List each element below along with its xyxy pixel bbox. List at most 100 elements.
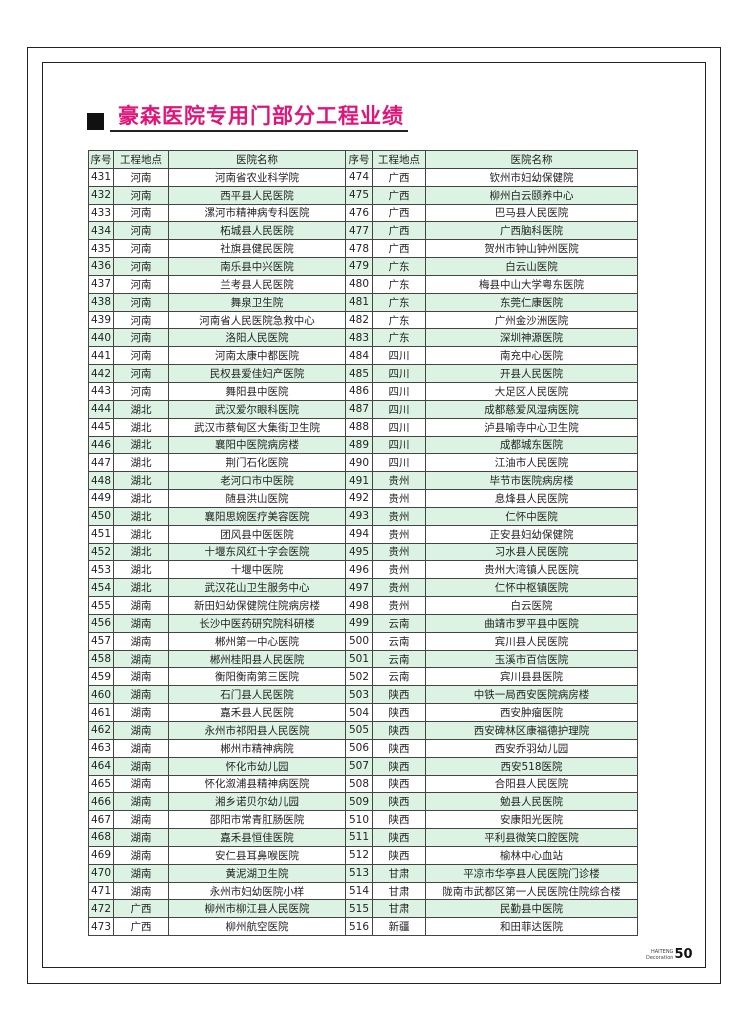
- row-no-left: 447: [88, 453, 114, 473]
- row-hospital-left: 新田妇幼保健院住院病房楼: [168, 596, 346, 615]
- row-hospital-right: 和田菲达医院: [425, 917, 638, 937]
- table-row: 457 湖南 郴州第一中心医院 500 云南 宾川县人民医院: [88, 631, 638, 651]
- row-no-right: 492: [345, 489, 373, 508]
- row-location-left: 湖南: [113, 774, 169, 794]
- row-no-right: 493: [345, 506, 373, 526]
- row-no-left: 458: [88, 649, 114, 669]
- row-location-left: 河南: [113, 221, 169, 241]
- heading-square-bullet-icon: [87, 113, 104, 130]
- row-location-right: 云南: [372, 667, 426, 687]
- row-location-left: 河南: [113, 381, 169, 401]
- row-no-right: 479: [345, 257, 373, 276]
- row-no-left: 436: [88, 257, 114, 276]
- table-row: 468 湖南 嘉禾县恒佳医院 511 陕西 平利县微笑口腔医院: [88, 828, 638, 847]
- row-no-right: 505: [345, 721, 373, 740]
- row-location-left: 湖北: [113, 435, 169, 455]
- row-location-right: 四川: [372, 417, 426, 437]
- table-row: 450 湖北 襄阳思婉医疗美容医院 493 贵州 仁怀中医院: [88, 506, 638, 526]
- row-location-right: 贵州: [372, 489, 426, 508]
- row-hospital-left: 柳州航空医院: [168, 917, 346, 937]
- row-hospital-left: 舞泉卫生院: [168, 292, 346, 312]
- table-row: 464 湖南 怀化市幼儿园 507 陕西 西安518医院: [88, 756, 638, 776]
- table-row: 431 河南 河南省农业科学院 474 广西 钦州市妇幼保健院: [88, 167, 638, 187]
- row-hospital-left: 邵阳市常青肛肠医院: [168, 810, 346, 830]
- row-location-left: 河南: [113, 239, 169, 259]
- row-hospital-left: 老河口市中医院: [168, 471, 346, 491]
- row-hospital-left: 河南太康中都医院: [168, 346, 346, 366]
- row-no-left: 460: [88, 685, 114, 705]
- row-location-right: 四川: [372, 381, 426, 401]
- row-no-left: 470: [88, 863, 114, 883]
- row-location-left: 湖北: [113, 471, 169, 491]
- row-location-left: 湖南: [113, 613, 169, 633]
- row-no-left: 471: [88, 881, 114, 901]
- row-location-left: 河南: [113, 167, 169, 187]
- table-row: 459 湖南 衡阳衡南第三医院 502 云南 宾川县县医院: [88, 667, 638, 687]
- row-hospital-right: 成都慈爱风湿病医院: [425, 399, 638, 419]
- row-no-left: 454: [88, 578, 114, 598]
- row-hospital-left: 兰考县人民医院: [168, 274, 346, 294]
- row-no-left: 463: [88, 738, 114, 758]
- row-location-left: 河南: [113, 346, 169, 366]
- page-inner-border: [42, 62, 706, 968]
- row-location-left: 湖南: [113, 756, 169, 776]
- row-no-right: 489: [345, 435, 373, 455]
- row-hospital-left: 石门县人民医院: [168, 685, 346, 705]
- table-header-row: 序号 工程地点 医院名称 序号 工程地点 医院名称: [88, 150, 638, 169]
- row-location-right: 广西: [372, 203, 426, 223]
- row-no-right: 477: [345, 221, 373, 241]
- row-hospital-left: 安仁县耳鼻喉医院: [168, 845, 346, 865]
- row-no-left: 444: [88, 399, 114, 419]
- row-no-right: 512: [345, 845, 373, 865]
- row-hospital-left: 永州市祁阳县人民医院: [168, 721, 346, 740]
- row-location-right: 广东: [372, 310, 426, 330]
- row-location-right: 贵州: [372, 542, 426, 562]
- table-row: 469 湖南 安仁县耳鼻喉医院 512 陕西 榆林中心血站: [88, 845, 638, 865]
- row-no-left: 443: [88, 381, 114, 401]
- row-no-left: 461: [88, 703, 114, 722]
- row-hospital-right: 江油市人民医院: [425, 453, 638, 473]
- table-row: 452 湖北 十堰东风红十字会医院 495 贵州 习水县人民医院: [88, 542, 638, 562]
- row-location-right: 广东: [372, 274, 426, 294]
- row-no-left: 431: [88, 167, 114, 187]
- row-no-left: 441: [88, 346, 114, 366]
- row-no-right: 486: [345, 381, 373, 401]
- table-row: 460 湖南 石门县人民医院 503 陕西 中铁一局西安医院病房楼: [88, 685, 638, 705]
- row-location-left: 湖北: [113, 524, 169, 544]
- row-location-right: 贵州: [372, 471, 426, 491]
- row-location-right: 四川: [372, 346, 426, 366]
- row-no-right: 500: [345, 631, 373, 651]
- row-hospital-right: 柳州白云颐养中心: [425, 185, 638, 205]
- table-row: 473 广西 柳州航空医院 516 新疆 和田菲达医院: [88, 917, 638, 937]
- row-hospital-left: 团风县中医医院: [168, 524, 346, 544]
- row-no-left: 456: [88, 613, 114, 633]
- row-no-left: 434: [88, 221, 114, 241]
- row-hospital-left: 河南省农业科学院: [168, 167, 346, 187]
- row-hospital-right: 西安518医院: [425, 756, 638, 776]
- row-location-left: 湖南: [113, 845, 169, 865]
- row-no-left: 442: [88, 364, 114, 383]
- row-hospital-right: 西安碑林区康福德护理院: [425, 721, 638, 740]
- page-number: 50: [674, 947, 693, 962]
- table-row: 449 湖北 随县洪山医院 492 贵州 息烽县人民医院: [88, 489, 638, 508]
- row-location-right: 甘肃: [372, 899, 426, 919]
- row-hospital-left: 西平县人民医院: [168, 185, 346, 205]
- row-hospital-left: 柳州市柳江县人民医院: [168, 899, 346, 919]
- table-row: 451 湖北 团风县中医医院 494 贵州 正安县妇幼保健院: [88, 524, 638, 544]
- row-hospital-right: 玉溪市百信医院: [425, 649, 638, 669]
- row-hospital-right: 习水县人民医院: [425, 542, 638, 562]
- row-location-left: 河南: [113, 292, 169, 312]
- table-row: 440 河南 洛阳人民医院 483 广东 深圳神源医院: [88, 328, 638, 348]
- row-no-left: 455: [88, 596, 114, 615]
- row-hospital-left: 武汉爱尔眼科医院: [168, 399, 346, 419]
- table-row: 438 河南 舞泉卫生院 481 广东 东莞仁康医院: [88, 292, 638, 312]
- row-hospital-left: 漯河市精神病专科医院: [168, 203, 346, 223]
- table-row: 448 湖北 老河口市中医院 491 贵州 毕节市医院病房楼: [88, 471, 638, 491]
- row-no-right: 514: [345, 881, 373, 901]
- row-hospital-right: 勉县人民医院: [425, 792, 638, 812]
- row-hospital-left: 郴州桂阳县人民医院: [168, 649, 346, 669]
- row-location-left: 湖南: [113, 685, 169, 705]
- row-hospital-right: 大足区人民医院: [425, 381, 638, 401]
- row-hospital-left: 随县洪山医院: [168, 489, 346, 508]
- row-location-right: 广西: [372, 221, 426, 241]
